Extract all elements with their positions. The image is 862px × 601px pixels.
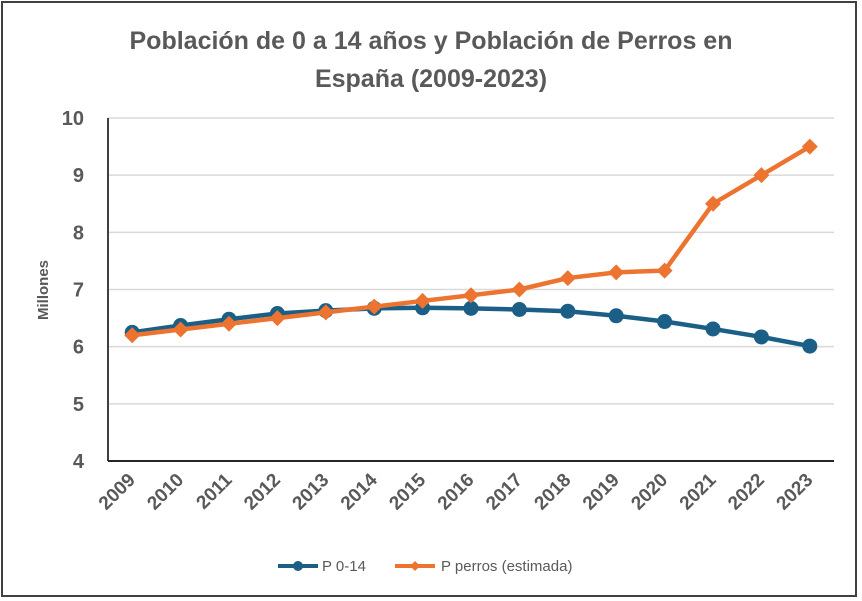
data-point [753,329,769,345]
data-point [463,287,479,304]
x-tick-label: 2022 [724,470,769,515]
x-tick-label: 2019 [579,470,624,515]
x-tick-label: 2011 [193,469,237,513]
legend-item: P perros (estimada) [395,558,572,575]
y-tick-label: 8 [73,222,84,244]
y-tick-label: 9 [73,165,84,187]
legend-marker [293,561,303,571]
legend: P 0-14 P perros (estimada) [278,558,572,575]
x-tick-label: 2018 [531,470,576,515]
data-point [511,281,528,298]
data-point [269,310,286,327]
data-point [705,195,721,212]
legend-marker [410,561,420,571]
data-point [221,315,237,332]
y-axis-ticks: 4 5 6 7 8 9 10 [62,108,85,473]
chart-title-line-2: España (2009-2023) [315,65,547,93]
data-point [608,264,625,281]
data-point [656,262,673,279]
data-point [511,302,527,318]
data-point [705,321,721,337]
data-point [801,138,818,155]
x-tick-label: 2017 [482,470,527,515]
x-tick-label: 2014 [337,469,382,514]
series-p-perros [124,138,818,344]
series-group [124,138,818,354]
data-point [608,308,624,324]
y-tick-label: 4 [73,451,85,473]
x-tick-label: 2020 [627,470,672,515]
data-point [559,270,576,287]
data-point [463,300,479,316]
y-tick-label: 6 [73,337,84,359]
x-tick-label: 2016 [434,470,479,515]
x-tick-label: 2023 [773,470,818,515]
x-axis-ticks: 2009 2010 2011 2012 2013 2014 2015 2016 2017 2018… [95,469,817,514]
y-tick-label: 5 [73,394,84,416]
x-tick-label: 2009 [95,470,140,515]
x-tick-label: 2013 [289,470,334,515]
data-point [414,292,431,309]
data-point [172,321,189,338]
data-point [317,304,334,321]
y-axis-label: Millones [35,260,52,320]
x-tick-label: 2012 [240,470,285,515]
chart-title-line-1: Población de 0 a 14 años y Población de … [130,27,733,55]
data-point [560,303,576,319]
chart-title: Población de 0 a 14 años y Población de … [130,27,733,93]
data-point [802,338,818,354]
data-point [657,314,673,330]
gridlines [108,117,834,405]
legend-item: P 0-14 [278,558,366,575]
data-point [753,167,770,184]
y-tick-label: 7 [73,280,84,302]
legend-label: P 0-14 [322,558,366,575]
data-point [124,327,141,344]
legend-label: P perros (estimada) [441,558,572,575]
x-tick-label: 2021 [676,469,721,514]
data-point [366,298,383,315]
x-tick-label: 2015 [385,469,430,514]
y-tick-label: 10 [62,108,84,130]
x-tick-label: 2010 [143,470,188,515]
axes [107,118,834,462]
